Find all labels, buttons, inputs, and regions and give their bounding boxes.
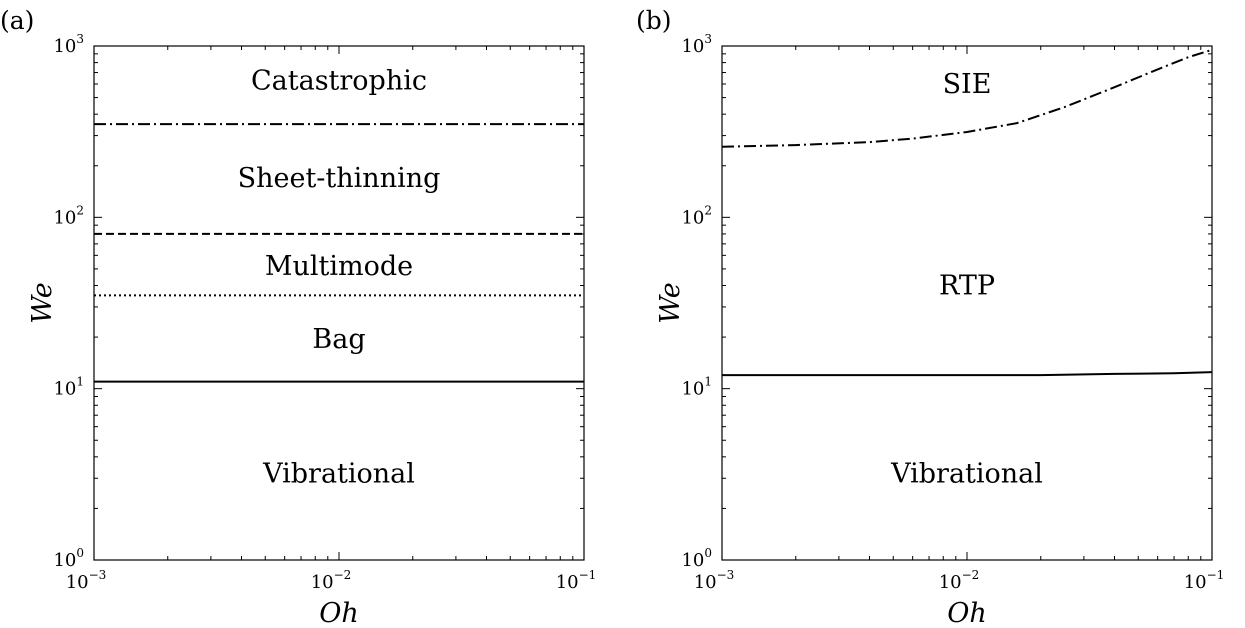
x-tick-label: 10−1 [1184, 568, 1225, 593]
region-label: SIE [943, 69, 992, 100]
y-axis-label-b: We [655, 282, 686, 324]
x-tick-label: 10−1 [556, 568, 597, 593]
panel-tag-a: (a) [0, 6, 34, 35]
region-label: Vibrational [890, 458, 1043, 489]
region-label: Vibrational [262, 458, 415, 489]
y-tick-label: 102 [53, 203, 84, 228]
y-tick-label: 102 [681, 203, 712, 228]
y-axis-label-a: We [27, 282, 58, 324]
region-layer-a: Catastrophic Sheet-thinning Multimode Bag Vi… [238, 65, 441, 489]
region-layer-b: SIE RTP Vibrational [890, 69, 1043, 489]
x-tick-label: 10−2 [311, 568, 352, 593]
y-tick-label: 101 [681, 375, 712, 400]
region-label: Multimode [265, 251, 413, 282]
x-tick-label: 10−3 [66, 568, 107, 593]
panel-b: (b) 10−3 10−2 10−1 100 101 102 103 SIE RTP Vibra… [636, 6, 1224, 628]
x-axis-label-a: Oh [319, 598, 359, 628]
panel-a: (a) 10−3 10−2 10−1 100 101 102 103 Catastrophi… [0, 6, 596, 628]
region-label: Bag [312, 324, 365, 355]
series-layer-a [94, 123, 584, 383]
axis-ticks-a: 10−3 10−2 10−1 100 101 102 103 [53, 32, 596, 593]
panel-tag-b: (b) [636, 6, 672, 35]
y-tick-label: 100 [53, 546, 84, 571]
y-tick-label: 103 [53, 32, 84, 57]
y-tick-label: 101 [53, 375, 84, 400]
x-axis-label-b: Oh [947, 598, 987, 628]
series-line-dashdot [721, 48, 1213, 148]
x-tick-label: 10−2 [939, 568, 980, 593]
series-line-solid [722, 371, 1213, 377]
series-layer-b [721, 48, 1213, 377]
x-tick-label: 10−3 [694, 568, 735, 593]
region-label: Sheet-thinning [238, 163, 441, 194]
region-label: Catastrophic [251, 65, 427, 96]
y-tick-label: 103 [681, 32, 712, 57]
y-tick-label: 100 [681, 546, 712, 571]
region-label: RTP [939, 271, 995, 302]
axis-ticks-b: 10−3 10−2 10−1 100 101 102 103 [681, 32, 1224, 593]
